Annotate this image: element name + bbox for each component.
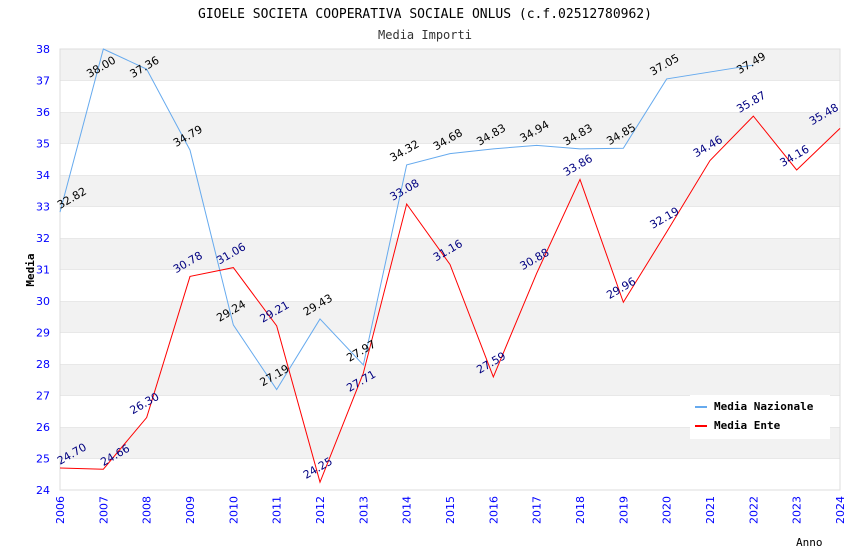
series-line-nazionale [59,48,754,391]
x-tick-label: 2014 [401,496,414,524]
x-tick-label: 2016 [487,496,500,524]
y-tick-label: 36 [36,106,50,119]
series-line-ente [59,115,841,484]
x-tick-label: 2015 [444,496,457,524]
y-tick-label: 24 [36,484,50,497]
y-tick-label: 34 [36,169,50,182]
x-tick-label: 2013 [357,496,370,524]
x-tick-label: 2012 [314,496,327,524]
plot-border [59,48,841,491]
legend-label-ente: Media Ente [714,419,781,432]
grid-band [60,80,840,112]
grid-band [60,112,840,144]
chart-subtitle: Media Importi [378,28,472,42]
x-axis-label: Anno [796,536,823,549]
x-tick-label: 2019 [617,496,630,524]
y-tick-label: 35 [36,138,50,151]
x-tick-label: 2020 [661,496,674,524]
y-tick-label: 33 [36,201,50,214]
x-tick-label: 2018 [574,496,587,524]
x-tick-label: 2006 [54,496,67,524]
grid-band [60,364,840,396]
grid-band [60,332,840,364]
y-tick-label: 28 [36,358,50,371]
x-tick-label: 2024 [834,496,847,524]
legend-box [690,395,830,439]
x-tick-label: 2007 [97,496,110,524]
y-tick-label: 26 [36,421,50,434]
legend-label-nazionale: Media Nazionale [714,400,814,413]
grid-band [60,206,840,238]
x-tick-label: 2011 [271,496,284,524]
grid-band [60,458,840,490]
x-tick-label: 2021 [704,496,717,524]
y-tick-label: 27 [36,390,50,403]
y-tick-label: 30 [36,295,50,308]
legend: Media Nazionale Media Ente [690,395,830,439]
grid-band [60,143,840,175]
y-tick-label: 31 [36,264,50,277]
y-tick-label: 29 [36,327,50,340]
grid-band [60,269,840,301]
grid-band [60,49,840,81]
y-axis-label: Media [24,253,37,286]
x-tick-label: 2009 [184,496,197,524]
x-tick-label: 2010 [227,496,240,524]
x-tick-label: 2008 [141,496,154,524]
chart-title: GIOELE SOCIETA COOPERATIVA SOCIALE ONLUS… [198,7,652,22]
x-tick-label: 2017 [531,496,544,524]
y-tick-label: 25 [36,453,50,466]
x-tick-label: 2023 [791,496,804,524]
grid-band [60,175,840,207]
x-tick-label: 2022 [747,496,760,524]
y-tick-label: 37 [36,75,50,88]
grid-band [60,301,840,333]
y-tick-label: 32 [36,232,50,245]
y-tick-label: 38 [36,43,50,56]
